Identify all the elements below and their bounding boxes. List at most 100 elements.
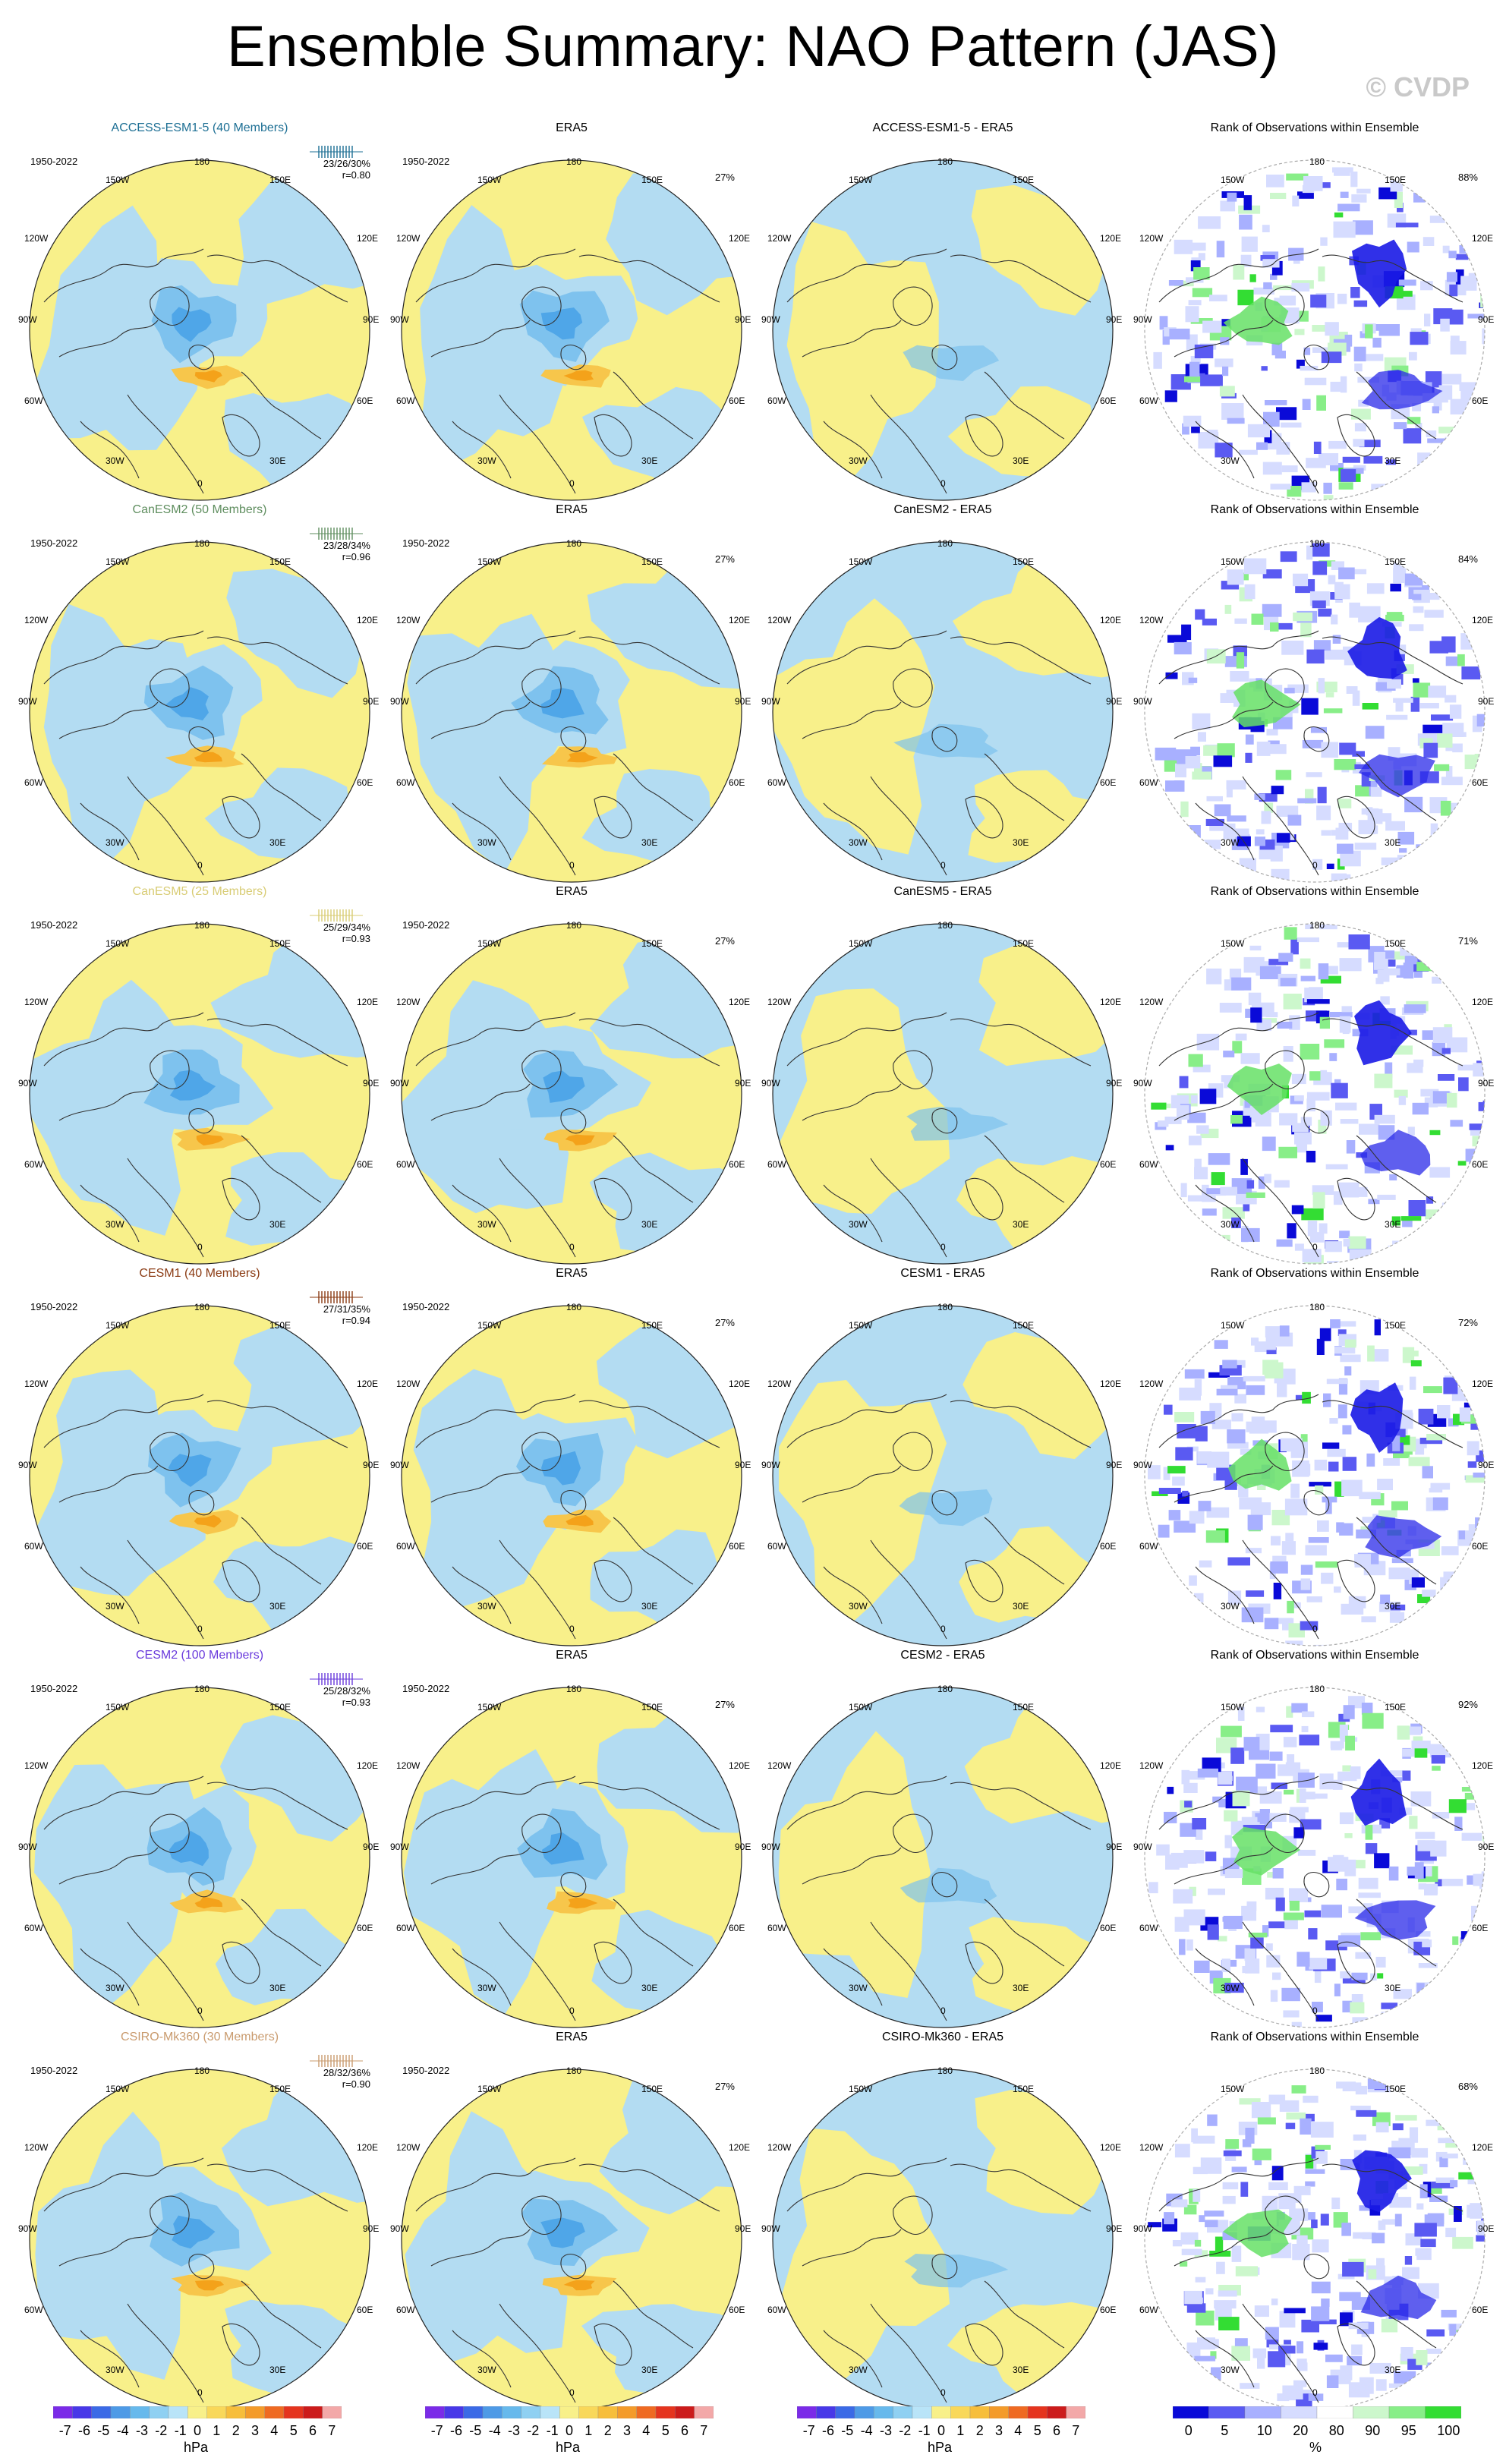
lon-label-upper_left: 120W <box>396 233 421 244</box>
slp-colorbar: -7 -6 -5 -4 -3 -2 -1 0 1 2 3 4 5 6 7 hPa <box>796 2406 1086 2459</box>
lon-label-lower_left: 60W <box>24 1923 43 1933</box>
lon-label-right: 90E <box>363 1460 380 1470</box>
corr-label: r=0.93 <box>342 933 370 944</box>
lon-label-top: 180 <box>194 920 210 931</box>
colorbar-tick-label: 4 <box>270 2423 279 2438</box>
lon-label-bottom: 0 <box>1312 2387 1318 2398</box>
slp-map <box>29 923 370 1265</box>
pct-label: 27/31/35% <box>323 1303 370 1315</box>
ensemble-spread-icon <box>310 1291 363 1303</box>
model-title: CanESM2 (50 Members) <box>132 503 267 516</box>
obs-title: ERA5 <box>556 503 588 516</box>
colorbar-tick-label: 0 <box>194 2423 202 2438</box>
lon-label-bottom: 0 <box>1312 2006 1318 2016</box>
lon-label-left: 90W <box>18 696 37 707</box>
lon-label-lower_left: 60W <box>396 2305 415 2315</box>
pattern-stats: 27/31/35% r=0.94 <box>323 1303 370 1326</box>
lon-label-right: 90E <box>735 1460 751 1470</box>
lon-label-upper_left: 120W <box>1139 615 1164 625</box>
colorbar-tick-label: 5 <box>1033 2423 1041 2438</box>
obs-period-label: 1950-2022 <box>402 919 450 931</box>
lon-label-top_left: 150W <box>477 175 502 185</box>
lon-label-left: 90W <box>18 1078 37 1089</box>
colorbar-tick-label: -2 <box>527 2423 540 2438</box>
lon-label-top_right: 150E <box>1385 175 1407 185</box>
lon-label-lower_right: 60E <box>357 777 373 788</box>
lon-label-top_left: 150W <box>849 1702 873 1713</box>
colorbar-tick-label: -4 <box>488 2423 501 2438</box>
lon-label-top_right: 150E <box>269 556 291 567</box>
lon-label-right: 90E <box>1106 1460 1123 1470</box>
lon-label-lower_left: 60W <box>1139 1159 1158 1170</box>
lon-label-top_left: 150W <box>477 2084 502 2094</box>
lon-label-lower_left: 60W <box>396 1541 415 1552</box>
rank-panel-row-3: Rank of Observations within Ensemble 71% 1… <box>1129 885 1501 1265</box>
lon-label-left: 90W <box>1133 1460 1152 1470</box>
lon-label-upper_right: 120E <box>357 997 379 1007</box>
lon-label-left: 90W <box>390 314 409 325</box>
colorbar-unit: hPa <box>928 2440 953 2455</box>
lon-label-top_right: 150E <box>1013 938 1035 949</box>
lon-label-bottom_right: 30E <box>641 1983 658 1993</box>
rank-pct-label: 88% <box>1457 172 1478 183</box>
colorbar-tick-label: 0 <box>1184 2423 1193 2438</box>
obs-pct-label: 27% <box>714 935 735 947</box>
lon-label-bottom_left: 30W <box>1221 455 1240 466</box>
model-panel-row-6: CSIRO-Mk360 (30 Members) 1950-2022 28/32/3… <box>14 2031 386 2410</box>
lon-label-bottom_left: 30W <box>849 1983 868 1993</box>
lon-label-bottom_right: 30E <box>641 2365 658 2375</box>
obs-panel-row-2: ERA5 1950-2022 27% 180 150W 150E 120W 120E 90W 90… <box>386 503 758 883</box>
obs-panel-row-6: ERA5 1950-2022 27% 180 150W 150E 120W 120E 90W 90… <box>386 2031 758 2410</box>
colorbar-tick-label: 5 <box>289 2423 298 2438</box>
lon-label-bottom_right: 30E <box>1013 1601 1029 1612</box>
rank-pct-label: 84% <box>1457 553 1478 565</box>
lon-label-bottom_right: 30E <box>1013 1983 1029 1993</box>
lon-label-lower_right: 60E <box>1472 2305 1489 2315</box>
colorbar-tick-label: 10 <box>1256 2423 1272 2438</box>
colorbar-swatches <box>52 2406 342 2419</box>
lon-label-lower_left: 60W <box>767 1923 786 1933</box>
colorbar-tick-label: 4 <box>1014 2423 1022 2438</box>
colorbar-swatches <box>424 2406 714 2419</box>
colorbar-tick-label: 3 <box>251 2423 260 2438</box>
colorbar-tick-label: 5 <box>1221 2423 1229 2438</box>
diff-panel-row-2: CanESM2 - ERA5 180 150W 150E 120W 120E 90W 90E 6… <box>757 503 1129 883</box>
colorbar-tick-label: 6 <box>309 2423 317 2438</box>
ensemble-spread-icon <box>310 528 363 540</box>
lon-label-upper_right: 120E <box>1100 997 1122 1007</box>
pct-label: 25/28/32% <box>323 1685 370 1697</box>
lon-label-top: 180 <box>937 920 953 931</box>
lon-label-right: 90E <box>735 1842 751 1852</box>
lon-label-lower_right: 60E <box>729 1923 745 1933</box>
lon-label-bottom: 0 <box>197 1242 203 1252</box>
lon-label-bottom: 0 <box>569 1624 575 1634</box>
obs-period-label: 1950-2022 <box>402 1301 450 1312</box>
obs-title: ERA5 <box>556 121 588 134</box>
lon-label-lower_right: 60E <box>1472 1159 1489 1170</box>
lon-label-upper_right: 120E <box>729 2142 751 2153</box>
lon-label-left: 90W <box>761 314 780 325</box>
lon-label-bottom_left: 30W <box>477 455 496 466</box>
lon-label-lower_right: 60E <box>1472 1923 1489 1933</box>
lon-label-lower_right: 60E <box>1100 395 1117 406</box>
obs-title: ERA5 <box>556 2031 588 2043</box>
lon-label-lower_right: 60E <box>729 395 745 406</box>
slp-map <box>772 541 1114 883</box>
period-label: 1950-2022 <box>30 1301 78 1312</box>
slp-map <box>401 541 742 883</box>
model-title: ACCESS-ESM1-5 (40 Members) <box>111 121 288 134</box>
model-panel-row-4: CESM1 (40 Members) 1950-2022 27/31/35% r=0.… <box>14 1267 386 1646</box>
lon-label-upper_right: 120E <box>1472 1379 1494 1389</box>
lon-label-upper_left: 120W <box>1139 1379 1164 1389</box>
colorbar-tick-label: -5 <box>841 2423 854 2438</box>
lon-label-bottom_right: 30E <box>1385 2365 1401 2375</box>
colorbar-swatches <box>1172 2406 1462 2419</box>
pattern-stats: 25/29/34% r=0.93 <box>323 922 370 944</box>
lon-label-upper_right: 120E <box>1472 233 1494 244</box>
lon-label-top: 180 <box>566 538 582 549</box>
lon-label-top_left: 150W <box>106 1702 130 1713</box>
diff-panel-row-3: CanESM5 - ERA5 180 150W 150E 120W 120E 90W 90E 6… <box>757 885 1129 1265</box>
lon-label-upper_right: 120E <box>1472 615 1494 625</box>
rank-pct-label: 71% <box>1457 935 1478 947</box>
lon-label-upper_right: 120E <box>357 1760 379 1771</box>
